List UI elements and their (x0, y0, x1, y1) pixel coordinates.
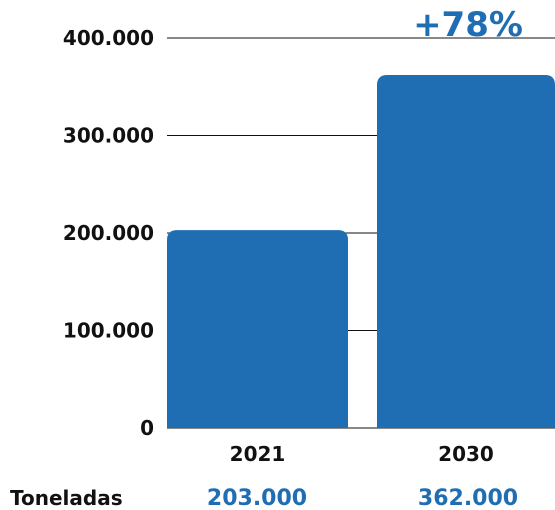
bar-2021 (167, 230, 348, 428)
bar-2030 (377, 75, 555, 429)
y-tick-label: 100.000 (63, 319, 154, 343)
growth-annotation: +78% (413, 5, 523, 45)
y-tick-label: 0 (140, 416, 154, 440)
x-tick-label-2021: 2021 (230, 442, 286, 466)
y-tick-label: 400.000 (63, 26, 154, 50)
y-axis-ticks: 0 100.000 200.000 300.000 400.000 (63, 26, 154, 440)
x-tick-label-2030: 2030 (438, 442, 494, 466)
bars (167, 75, 555, 429)
y-tick-label: 200.000 (63, 221, 154, 245)
row-value-2030: 362.000 (418, 486, 518, 510)
y-tick-label: 300.000 (63, 124, 154, 148)
row-value-2021: 203.000 (207, 486, 307, 510)
row-label: Toneladas (10, 486, 123, 510)
x-axis-ticks: 2021 2030 (230, 442, 494, 466)
